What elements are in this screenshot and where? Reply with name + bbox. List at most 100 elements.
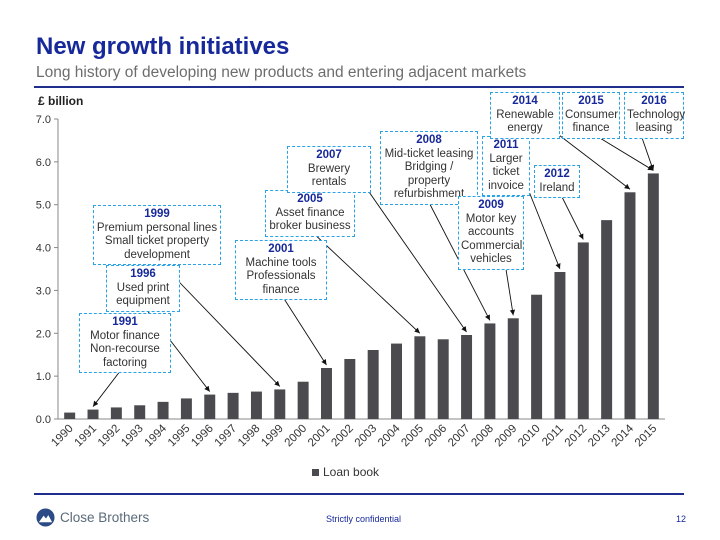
x-tick-label: 1992: [96, 423, 123, 450]
callout-text: Premium personal lines Small ticket prop…: [96, 221, 218, 261]
callout-year: 2007: [316, 149, 342, 161]
x-tick-label: 2000: [283, 423, 310, 450]
confidential-label: Strictly confidential: [326, 514, 402, 524]
bar-1996: [204, 394, 216, 419]
x-tick-label: 1990: [49, 423, 76, 450]
callout-text: Asset finance broker business: [269, 206, 351, 233]
callout-year: 2005: [297, 193, 323, 205]
x-tick-label: 1994: [143, 422, 170, 449]
callout-1996: 1996 Used print equipment: [106, 265, 180, 312]
x-tick-label: 2014: [610, 422, 637, 449]
callout-arrow-2007: [359, 178, 467, 333]
x-tick-label: 2015: [633, 423, 660, 450]
callout-text: Used print equipment: [116, 281, 170, 308]
x-tick-label: 1993: [119, 423, 146, 450]
callout-year: 2016: [641, 95, 667, 107]
bar-1993: [134, 405, 146, 419]
header-rule: [34, 86, 684, 88]
bar-1990: [64, 412, 76, 419]
bar-2013: [601, 220, 613, 419]
callout-year: 2015: [578, 95, 604, 107]
callout-2016: 2016 Technology leasing: [624, 92, 685, 139]
callout-text: Renewable energy: [496, 108, 554, 135]
bar-1992: [110, 407, 122, 419]
footer-rule: [34, 493, 684, 495]
page-title: New growth initiatives: [36, 33, 290, 60]
bar-2014: [624, 192, 636, 419]
bar-2004: [391, 343, 403, 419]
x-tick-label: 2008: [469, 423, 496, 450]
callout-year: 2009: [478, 199, 504, 211]
callout-year: 2008: [416, 134, 442, 146]
y-axis-label: £ billion: [38, 94, 84, 108]
callout-2011: 2011 Larger ticket invoice: [482, 136, 530, 196]
callout-2005: 2005 Asset finance broker business: [265, 190, 355, 237]
callout-text: Consumer finance: [565, 108, 619, 135]
bar-2012: [577, 242, 589, 419]
callout-year: 2001: [268, 243, 294, 255]
y-tick-label: 1.0: [36, 371, 51, 383]
bar-2005: [414, 336, 426, 419]
callout-arrow-2011: [527, 188, 561, 270]
bar-2003: [367, 350, 379, 419]
y-tick-label: 3.0: [36, 285, 51, 297]
page-subtitle: Long history of developing new products …: [36, 64, 527, 81]
x-tick-label: 1995: [166, 423, 193, 450]
y-tick-label: 5.0: [36, 200, 51, 212]
callout-arrow-2009: [504, 262, 516, 316]
y-tick-label: 4.0: [36, 243, 51, 255]
callout-text: Machine tools Professionals finance: [245, 256, 317, 296]
callout-arrow-2008: [419, 184, 491, 321]
x-tick-label: 2013: [586, 423, 613, 450]
x-tick-label: 2007: [446, 423, 473, 450]
x-tick-label: 2010: [516, 423, 543, 450]
callout-text: Brewery rentals: [307, 162, 351, 189]
callout-year: 2011: [493, 139, 519, 151]
callout-arrow-2012: [559, 192, 584, 240]
callout-2015: 2015 Consumer finance: [562, 92, 620, 139]
bar-1998: [250, 391, 262, 419]
bar-1995: [180, 398, 192, 419]
y-tick-label: 2.0: [36, 328, 51, 340]
callout-year: 1991: [112, 316, 138, 328]
legend-label: Loan book: [323, 465, 380, 479]
callout-text: Larger ticket invoice: [488, 152, 524, 192]
bar-2006: [437, 339, 449, 419]
chart-legend: Loan book: [312, 465, 379, 479]
callout-year: 1999: [144, 208, 170, 220]
callout-1991: 1991 Motor finance Non-recourse factoring: [79, 313, 171, 373]
y-tick-label: 0.0: [36, 414, 51, 426]
y-tick-label: 7.0: [36, 114, 51, 126]
callout-text: Mid-ticket leasing Bridging / property r…: [384, 147, 474, 201]
callout-text: Ireland: [539, 181, 575, 194]
callout-2001: 2001 Machine tools Professionals finance: [235, 240, 327, 300]
page-number: 12: [676, 514, 687, 524]
callout-arrow-2001: [280, 293, 327, 366]
callout-arrow-2014: [554, 131, 631, 190]
callout-2008: 2008 Mid-ticket leasing Bridging / proper…: [380, 131, 478, 205]
bar-1994: [157, 401, 169, 419]
callout-arrow-2005: [309, 229, 421, 334]
bar-2007: [461, 335, 473, 419]
callout-text: Motor finance Non-recourse factoring: [90, 329, 160, 369]
bar-2008: [484, 323, 496, 419]
bar-1997: [227, 392, 239, 419]
legend-swatch: [312, 468, 319, 476]
x-tick-label: 2006: [423, 423, 450, 450]
x-tick-label: 1991: [73, 423, 100, 450]
bar-2009: [507, 318, 519, 419]
x-tick-label: 2011: [540, 423, 566, 449]
logo-text: Close Brothers: [60, 510, 150, 525]
callout-year: 2012: [544, 168, 570, 180]
x-tick-label: 2004: [376, 422, 403, 449]
bar-2015: [647, 173, 659, 419]
x-tick-label: 1997: [213, 423, 240, 450]
x-tick-label: 1996: [189, 423, 216, 450]
y-tick-label: 6.0: [36, 157, 51, 169]
x-tick-label: 2005: [399, 423, 426, 450]
callout-year: 2014: [512, 95, 538, 107]
x-tick-label: 1999: [259, 423, 286, 450]
callout-text: Motor key accounts Commercial vehicles: [461, 212, 523, 266]
callout-2009: 2009 Motor key accounts Commercial vehicl…: [458, 196, 524, 270]
callout-2007: 2007 Brewery rentals: [287, 146, 371, 193]
